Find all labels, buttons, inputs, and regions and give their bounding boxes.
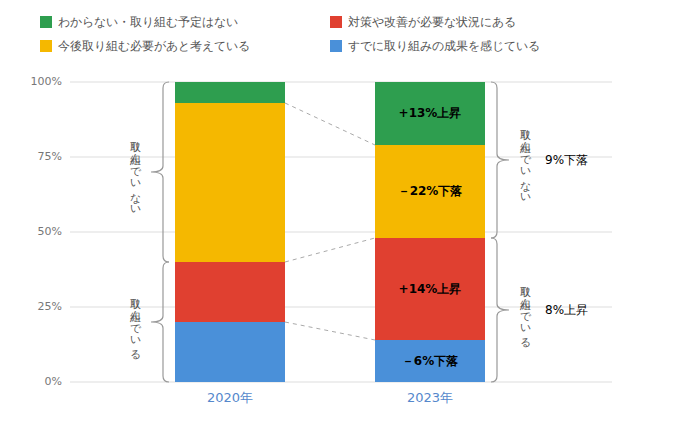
bars [175,82,485,382]
segment-annotation: +14%上昇 [399,282,462,296]
brace-label: 取り組んでいない [519,121,533,201]
grid-line [70,82,612,83]
chart: 0% 25% 50% 75% 100% 2020年 2023年 －6%下落 +14%上昇 －22%… [0,0,700,429]
bar-segment [175,82,285,103]
grid [70,82,612,382]
legend-label: すでに取り組みの成果を感じている [348,39,540,53]
bar-segment [175,322,285,382]
segment-annotation: －6%下落 [402,354,459,368]
bar-segment [375,82,485,145]
y-tick-label: 100% [31,75,62,88]
y-tick-label: 50% [38,225,62,238]
bar-segment [175,103,285,262]
legend: わからない・取り組む予定はない今後取り組む必要があと考えている 対策や改善が必要な… [40,15,540,53]
brace [151,82,169,262]
legend-swatch [40,40,52,52]
legend-swatch [330,40,342,52]
brace-label: 取り組んでいる [129,290,143,360]
x-tick-label: 2020年 [207,390,253,405]
y-tick-label: 25% [38,300,62,313]
y-tick-label: 75% [38,150,62,163]
segment-annotation: +13%上昇 [399,106,462,120]
legend-label: 対策や改善が必要な状況にある [348,15,516,29]
change-label: 8%上昇 [545,303,588,317]
grid-line [70,232,612,233]
bar-segment [375,340,485,382]
brace [491,82,509,238]
legend-label: わからない・取り組む予定はない [58,15,238,29]
connector-line [285,103,375,145]
x-tick-label: 2023年 [407,390,453,405]
brace [491,238,509,382]
grid-line [70,382,612,383]
connector-line [285,238,375,262]
brace-label: 取り組んでいない [129,133,143,213]
legend-label: 今後取り組む必要があと考えている [58,39,250,53]
legend-swatch [330,16,342,28]
connector-line [285,322,375,340]
brace [151,262,169,382]
change-label: 9%下落 [545,153,588,167]
legend-swatch [40,16,52,28]
bar-segment [375,238,485,340]
brace-label: 取り組んでいる [519,278,533,348]
segment-annotation: －22%下落 [398,184,464,198]
y-tick-label: 0% [45,375,62,388]
connectors [285,103,375,340]
bar-segment [375,145,485,238]
braces [151,82,509,382]
bar-segment [175,262,285,322]
